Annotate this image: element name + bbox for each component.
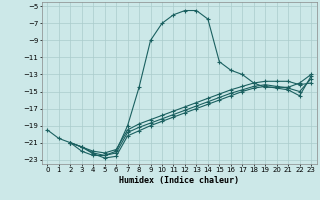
X-axis label: Humidex (Indice chaleur): Humidex (Indice chaleur) — [119, 176, 239, 185]
